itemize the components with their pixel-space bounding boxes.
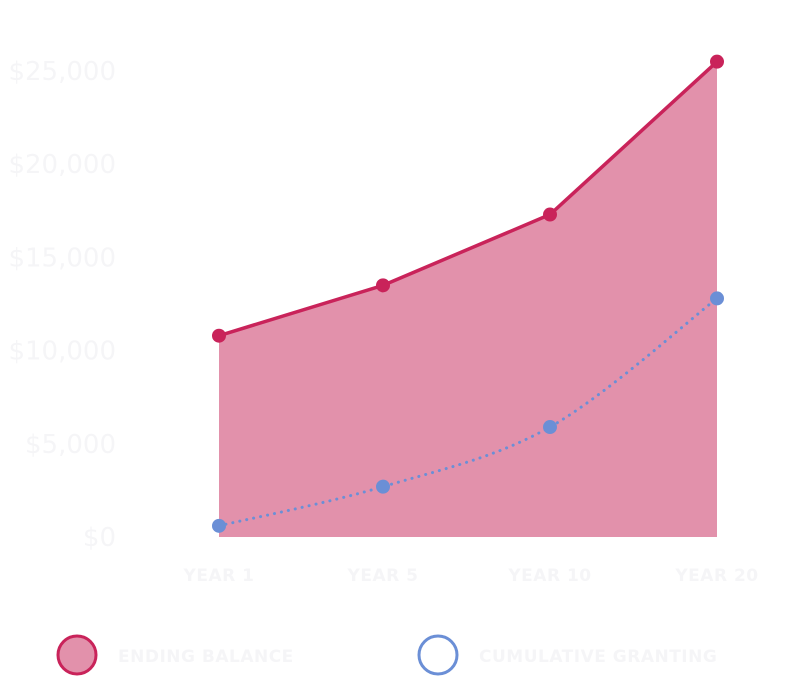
ending-balance-point [710, 54, 724, 69]
ending-balance-line [217, 59, 719, 338]
cumulative-granting-point [543, 420, 557, 435]
y-axis-ticks: $0 $5,000 $10,000 $15,000 $20,000 $25,000 [8, 57, 116, 553]
cumulative-granting-point [710, 291, 724, 306]
x-tick-label: YEAR 1 [183, 566, 255, 586]
plot-area [212, 54, 724, 538]
cumulative-granting-point [376, 479, 390, 494]
x-axis-ticks: YEAR 1 YEAR 5 YEAR 10 YEAR 20 [183, 566, 759, 586]
ending-balance-point [543, 207, 557, 222]
legend-swatch-cumulative-granting [417, 634, 459, 676]
x-tick-label: YEAR 5 [347, 566, 419, 586]
legend-label-cumulative-granting: CUMULATIVE GRANTING [479, 647, 717, 667]
y-tick-label: $0 [83, 523, 116, 553]
y-tick-label: $10,000 [8, 337, 116, 367]
x-tick-label: YEAR 20 [674, 566, 758, 586]
legend-label-ending-balance: ENDING BALANCE [118, 647, 294, 667]
y-tick-label: $15,000 [8, 243, 116, 273]
y-tick-label: $5,000 [25, 430, 116, 460]
y-tick-label: $20,000 [8, 150, 116, 180]
ending-balance-point [376, 278, 390, 293]
ending-balance-area [219, 61, 717, 538]
cumulative-granting-point [212, 518, 226, 533]
y-tick-label: $25,000 [8, 57, 116, 87]
legend-swatch-ending-balance [56, 634, 98, 676]
ending-balance-point [212, 328, 226, 343]
legend: ENDING BALANCE CUMULATIVE GRANTING [56, 634, 717, 676]
x-tick-label: YEAR 10 [507, 566, 591, 586]
